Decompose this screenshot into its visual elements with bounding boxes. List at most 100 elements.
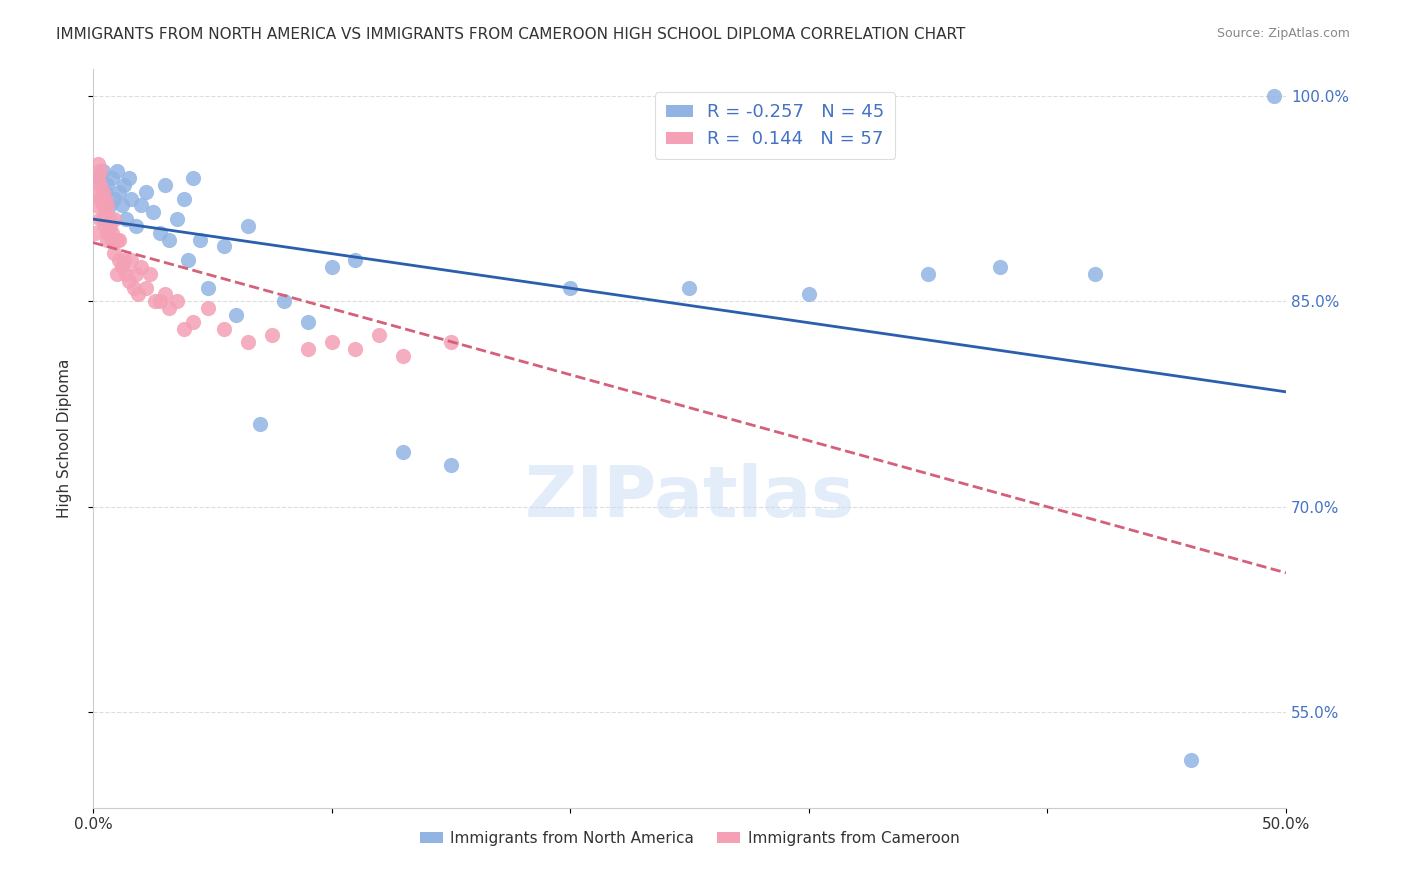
Point	[122, 280, 145, 294]
Point	[344, 342, 367, 356]
Point	[225, 308, 247, 322]
Point	[94, 185, 117, 199]
Point	[297, 315, 319, 329]
Point	[103, 246, 125, 260]
Point	[120, 253, 142, 268]
Y-axis label: High School Diploma: High School Diploma	[58, 359, 72, 517]
Point	[111, 198, 134, 212]
Point	[84, 198, 107, 212]
Point	[120, 192, 142, 206]
Point	[392, 349, 415, 363]
Point	[87, 157, 110, 171]
Point	[101, 233, 124, 247]
Point	[103, 212, 125, 227]
Point	[96, 233, 118, 247]
Point	[344, 253, 367, 268]
Point	[96, 226, 118, 240]
Point	[143, 294, 166, 309]
Point	[101, 171, 124, 186]
Point	[87, 171, 110, 186]
Point	[125, 267, 148, 281]
Point	[125, 219, 148, 233]
Point	[797, 287, 820, 301]
Point	[91, 185, 114, 199]
Point	[368, 328, 391, 343]
Point	[139, 267, 162, 281]
Point	[181, 171, 204, 186]
Point	[94, 219, 117, 233]
Point	[440, 458, 463, 473]
Point	[392, 444, 415, 458]
Point	[118, 274, 141, 288]
Point	[297, 342, 319, 356]
Point	[190, 233, 212, 247]
Point	[249, 417, 271, 432]
Point	[129, 260, 152, 274]
Point	[173, 192, 195, 206]
Point	[1084, 267, 1107, 281]
Point	[917, 267, 939, 281]
Point	[96, 198, 118, 212]
Point	[115, 267, 138, 281]
Point	[134, 185, 156, 199]
Point	[98, 198, 121, 212]
Legend: R = -0.257   N = 45, R =  0.144   N = 57: R = -0.257 N = 45, R = 0.144 N = 57	[655, 93, 896, 159]
Point	[1180, 753, 1202, 767]
Point	[212, 321, 235, 335]
Point	[157, 233, 180, 247]
Point	[98, 212, 121, 227]
Point	[157, 301, 180, 315]
Point	[153, 178, 176, 192]
Point	[108, 185, 131, 199]
Point	[321, 335, 343, 350]
Point	[166, 212, 188, 227]
Point	[94, 205, 117, 219]
Point	[94, 192, 117, 206]
Point	[678, 280, 700, 294]
Point	[112, 253, 135, 268]
Point	[101, 226, 124, 240]
Point	[96, 178, 118, 192]
Point	[108, 253, 131, 268]
Point	[105, 164, 128, 178]
Point	[197, 301, 219, 315]
Point	[89, 178, 111, 192]
Point	[173, 321, 195, 335]
Point	[91, 198, 114, 212]
Point	[560, 280, 582, 294]
Point	[127, 287, 149, 301]
Point	[115, 212, 138, 227]
Point	[98, 219, 121, 233]
Point	[988, 260, 1011, 274]
Point	[91, 212, 114, 227]
Point	[105, 267, 128, 281]
Point	[108, 233, 131, 247]
Point	[440, 335, 463, 350]
Point	[166, 294, 188, 309]
Point	[236, 335, 259, 350]
Point	[236, 219, 259, 233]
Point	[134, 280, 156, 294]
Point	[87, 185, 110, 199]
Point	[118, 171, 141, 186]
Point	[89, 192, 111, 206]
Point	[111, 260, 134, 274]
Point	[1263, 89, 1285, 103]
Text: IMMIGRANTS FROM NORTH AMERICA VS IMMIGRANTS FROM CAMEROON HIGH SCHOOL DIPLOMA CO: IMMIGRANTS FROM NORTH AMERICA VS IMMIGRA…	[56, 27, 966, 42]
Point	[197, 280, 219, 294]
Text: Source: ZipAtlas.com: Source: ZipAtlas.com	[1216, 27, 1350, 40]
Point	[149, 294, 172, 309]
Point	[260, 328, 283, 343]
Point	[112, 178, 135, 192]
Point	[153, 287, 176, 301]
Point	[84, 226, 107, 240]
Point	[177, 253, 200, 268]
Point	[181, 315, 204, 329]
Point	[91, 164, 114, 178]
Point	[129, 198, 152, 212]
Point	[89, 212, 111, 227]
Point	[149, 226, 172, 240]
Point	[273, 294, 295, 309]
Point	[142, 205, 165, 219]
Point	[212, 239, 235, 253]
